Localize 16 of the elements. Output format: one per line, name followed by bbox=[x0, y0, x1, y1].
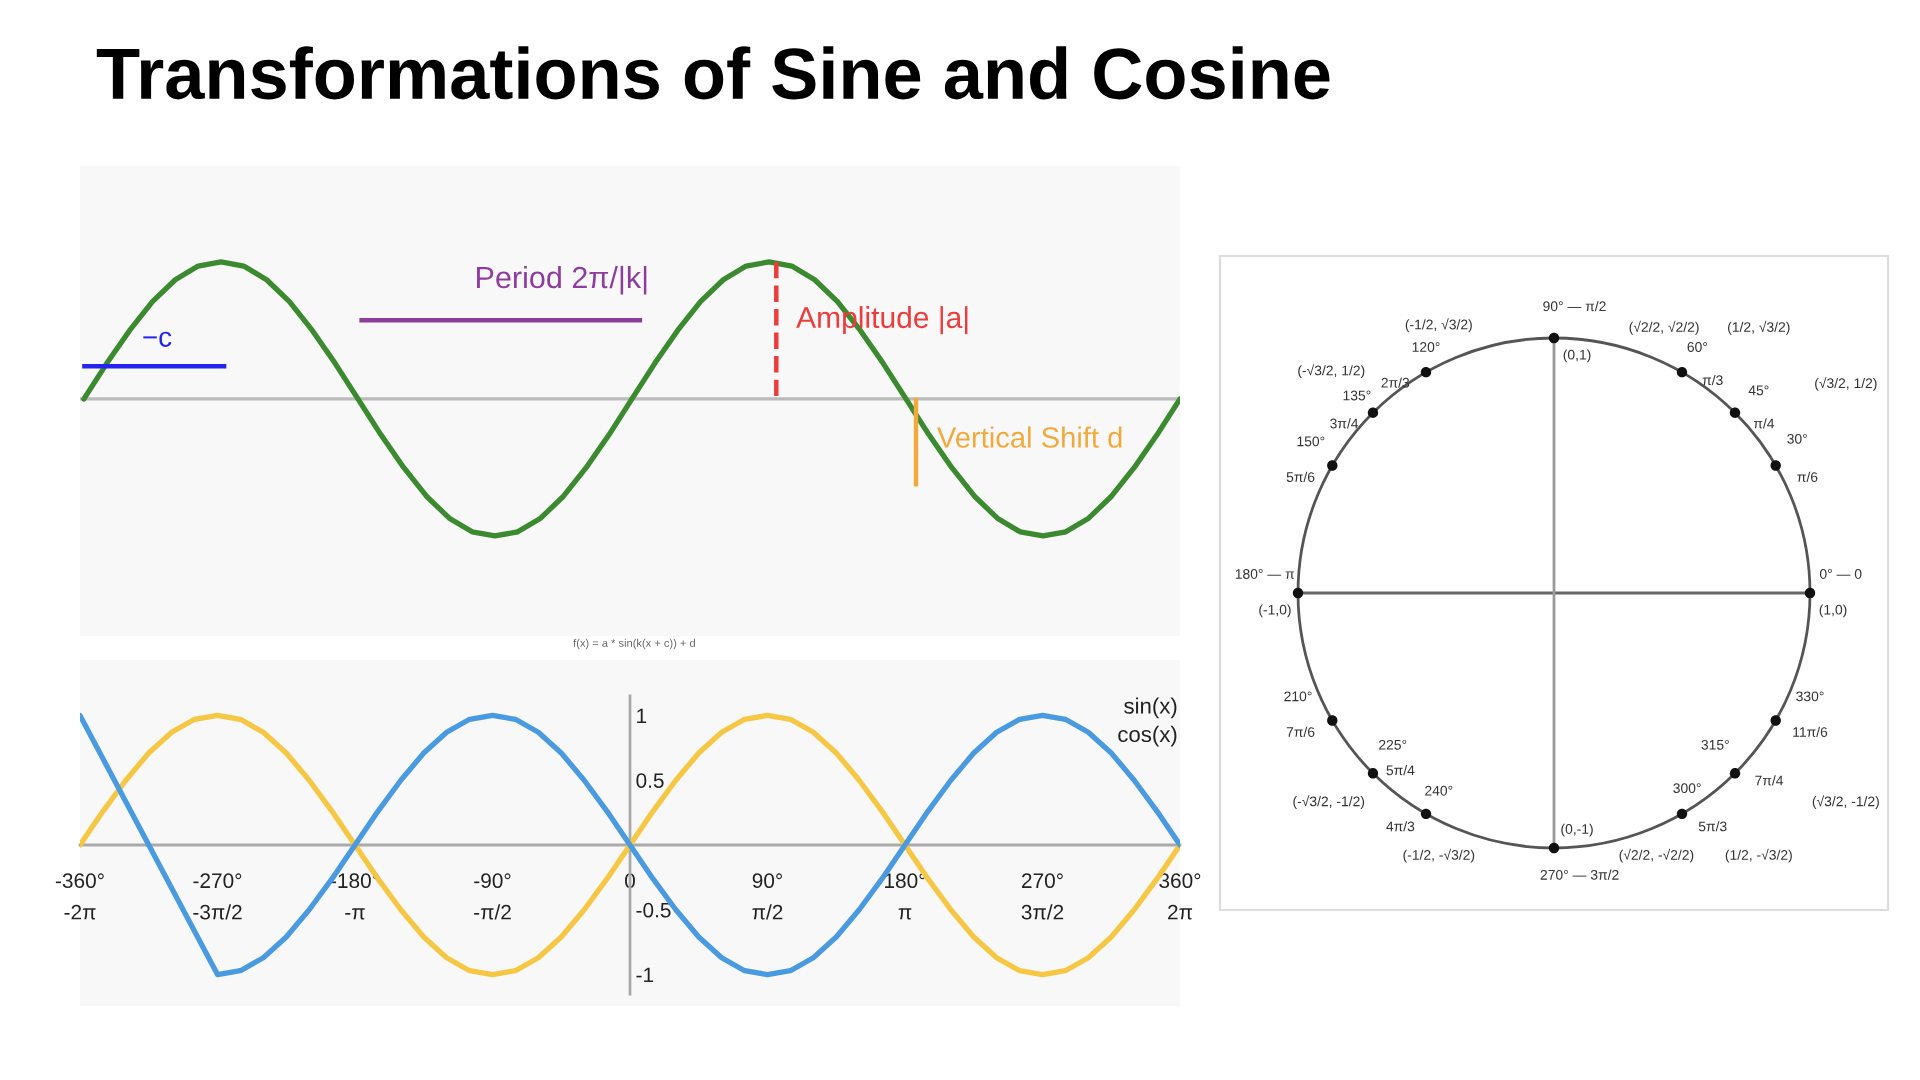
x-tick-label: 90° π/2 bbox=[752, 873, 783, 920]
x-tick-label: 360° 2π bbox=[1159, 873, 1201, 920]
x-tick-label: -270° -3π/2 bbox=[193, 873, 242, 920]
annotation: sin(x) bbox=[1124, 697, 1177, 719]
x-tick-label: -90° -π/2 bbox=[474, 873, 511, 920]
y-tick-label: -1 bbox=[636, 967, 654, 983]
y-tick-label: 0.5 bbox=[636, 773, 664, 788]
x-tick-label: -360° -2π bbox=[55, 873, 104, 920]
annotation: Period 2π/|k| bbox=[477, 265, 647, 295]
x-tick-label: 270° 3π/2 bbox=[1021, 873, 1064, 920]
chart-title: Transformations of Sine and Cosine bbox=[96, 46, 1330, 100]
annotation: −c bbox=[143, 331, 172, 347]
y-tick-label: 1 bbox=[637, 708, 647, 723]
annotation: cos(x) bbox=[1118, 725, 1177, 747]
annotation: Vertical Shift d bbox=[937, 426, 1122, 448]
y-tick-label: -0.5 bbox=[636, 902, 671, 918]
